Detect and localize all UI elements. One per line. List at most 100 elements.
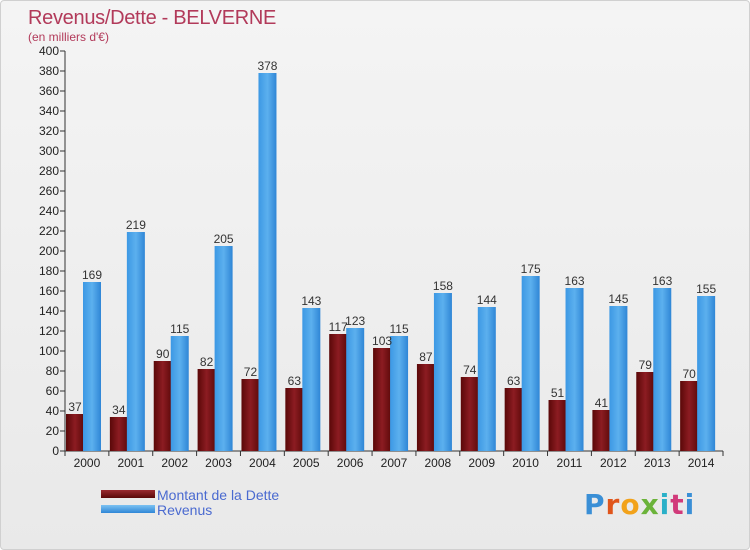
y-tick-label: 240 xyxy=(39,204,59,218)
value-label-revenue: 219 xyxy=(126,218,146,232)
x-tick-label: 2009 xyxy=(468,456,495,470)
value-label-debt: 34 xyxy=(112,403,126,417)
value-label-revenue: 115 xyxy=(389,322,408,336)
bar-revenue xyxy=(697,296,716,451)
bar-debt xyxy=(548,400,567,451)
value-label-debt: 72 xyxy=(244,365,258,379)
legend-swatch-revenue xyxy=(101,505,155,513)
value-label-debt: 63 xyxy=(288,374,302,388)
bars xyxy=(66,73,716,451)
bar-debt xyxy=(416,364,435,451)
y-tick-label: 380 xyxy=(39,64,59,78)
value-label-revenue: 144 xyxy=(477,293,497,307)
legend-label-debt: Montant de la Dette xyxy=(157,487,280,503)
proxiti-logo: Proxiti xyxy=(584,488,695,521)
bar-debt xyxy=(373,348,392,451)
y-tick-label: 340 xyxy=(39,104,59,118)
y-tick-label: 80 xyxy=(46,364,60,378)
bar-debt xyxy=(460,377,479,451)
value-label-debt: 74 xyxy=(463,363,477,377)
bar-debt xyxy=(504,388,523,451)
value-label-revenue: 155 xyxy=(696,282,716,296)
x-tick-label: 2012 xyxy=(600,456,627,470)
y-tick-label: 360 xyxy=(39,84,59,98)
bar-revenue xyxy=(477,307,496,451)
value-label-debt: 90 xyxy=(156,347,170,361)
value-label-revenue: 123 xyxy=(345,314,365,328)
bar-revenue xyxy=(170,336,189,451)
y-tick-label: 400 xyxy=(39,44,59,58)
x-tick-label: 2000 xyxy=(74,456,101,470)
logo-letter: r xyxy=(605,488,621,521)
x-tick-label: 2011 xyxy=(557,456,583,470)
chart-title: Revenus/Dette - BELVERNE xyxy=(28,7,277,29)
bar-revenue xyxy=(433,293,452,451)
logo-letter: i xyxy=(684,488,696,521)
bar-revenue xyxy=(302,308,321,451)
value-labels: 3716934219901158220572378631431171231031… xyxy=(68,59,716,417)
bar-revenue xyxy=(214,246,233,451)
x-tick-label: 2010 xyxy=(512,456,539,470)
y-tick-label: 100 xyxy=(39,344,59,358)
bar-revenue xyxy=(390,336,409,451)
y-tick-label: 60 xyxy=(46,384,60,398)
y-tick-label: 300 xyxy=(39,144,59,158)
value-label-debt: 103 xyxy=(372,334,392,348)
value-label-debt: 63 xyxy=(507,374,521,388)
x-tick-label: 2006 xyxy=(337,456,364,470)
value-label-debt: 51 xyxy=(551,386,565,400)
bar-revenue xyxy=(565,288,584,451)
bar-debt xyxy=(153,361,172,451)
value-label-debt: 82 xyxy=(200,355,214,369)
bar-debt xyxy=(109,417,128,451)
bar-debt xyxy=(241,379,260,451)
logo-letter: t xyxy=(670,488,685,521)
bar-revenue xyxy=(521,276,540,451)
x-tick-label: 2014 xyxy=(688,456,715,470)
y-tick-label: 280 xyxy=(39,164,59,178)
value-label-revenue: 175 xyxy=(521,262,541,276)
y-tick-label: 40 xyxy=(46,404,60,418)
x-tick-label: 2001 xyxy=(117,456,144,470)
bar-debt xyxy=(592,410,611,451)
y-tick-label: 180 xyxy=(39,264,59,278)
value-label-debt: 117 xyxy=(329,320,348,334)
x-tick-label: 2002 xyxy=(161,456,188,470)
y-tick-label: 220 xyxy=(39,224,59,238)
logo-letter: o xyxy=(620,488,641,521)
y-tick-label: 120 xyxy=(39,324,59,338)
y-tick-label: 20 xyxy=(46,424,60,438)
y-tick-label: 0 xyxy=(52,444,59,458)
chart-subtitle: (en milliers d'€) xyxy=(28,30,109,44)
bar-debt xyxy=(285,388,304,451)
value-label-revenue: 145 xyxy=(608,292,628,306)
bar-revenue xyxy=(653,288,672,451)
y-tick-label: 320 xyxy=(39,124,59,138)
value-label-debt: 79 xyxy=(639,358,653,372)
logo-letter: P xyxy=(584,488,606,521)
legend-swatch-debt xyxy=(101,490,155,498)
value-label-revenue: 205 xyxy=(214,232,234,246)
value-label-revenue: 163 xyxy=(565,274,585,288)
x-tick-label: 2013 xyxy=(644,456,671,470)
bar-revenue xyxy=(83,282,101,451)
bar-debt xyxy=(680,381,699,451)
x-tick-label: 2003 xyxy=(205,456,232,470)
y-tick-label: 200 xyxy=(39,244,59,258)
legend-label-revenue: Revenus xyxy=(157,502,213,518)
value-label-debt: 87 xyxy=(419,350,433,364)
value-label-revenue: 115 xyxy=(170,322,189,336)
bar-debt xyxy=(197,369,216,451)
value-label-revenue: 163 xyxy=(652,274,672,288)
x-tick-label: 2007 xyxy=(381,456,408,470)
value-label-revenue: 158 xyxy=(433,279,453,293)
value-label-debt: 37 xyxy=(68,400,82,414)
y-tick-label: 160 xyxy=(39,284,59,298)
logo-letter: x xyxy=(640,488,660,521)
value-label-revenue: 143 xyxy=(301,294,321,308)
x-tick-label: 2005 xyxy=(293,456,320,470)
bar-debt xyxy=(66,414,84,451)
y-tick-label: 140 xyxy=(39,304,59,318)
